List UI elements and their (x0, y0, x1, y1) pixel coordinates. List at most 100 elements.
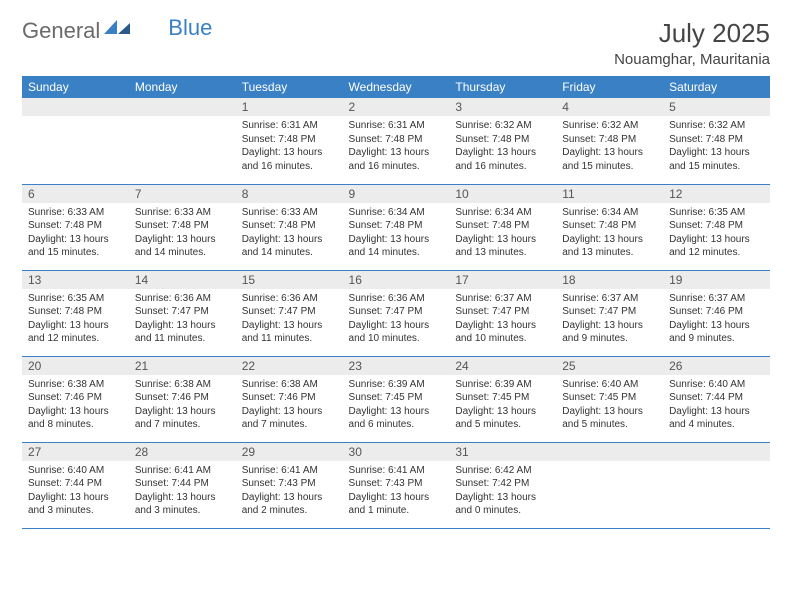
calendar-week-row: 20Sunrise: 6:38 AMSunset: 7:46 PMDayligh… (22, 356, 770, 442)
day-details: Sunrise: 6:40 AMSunset: 7:44 PMDaylight:… (22, 461, 129, 522)
day-details (556, 461, 663, 468)
day-number: 1 (236, 98, 343, 116)
calendar-day-cell: 23Sunrise: 6:39 AMSunset: 7:45 PMDayligh… (343, 356, 450, 442)
calendar-day-cell: 30Sunrise: 6:41 AMSunset: 7:43 PMDayligh… (343, 442, 450, 528)
logo-text-general: General (22, 18, 100, 44)
day-details: Sunrise: 6:37 AMSunset: 7:47 PMDaylight:… (556, 289, 663, 350)
calendar-day-cell: 29Sunrise: 6:41 AMSunset: 7:43 PMDayligh… (236, 442, 343, 528)
day-number: 23 (343, 357, 450, 375)
day-details: Sunrise: 6:41 AMSunset: 7:43 PMDaylight:… (236, 461, 343, 522)
calendar-table: SundayMondayTuesdayWednesdayThursdayFrid… (22, 76, 770, 529)
day-number: 9 (343, 185, 450, 203)
weekday-header: Saturday (663, 76, 770, 98)
calendar-day-cell: 19Sunrise: 6:37 AMSunset: 7:46 PMDayligh… (663, 270, 770, 356)
day-details: Sunrise: 6:37 AMSunset: 7:46 PMDaylight:… (663, 289, 770, 350)
day-details: Sunrise: 6:32 AMSunset: 7:48 PMDaylight:… (449, 116, 556, 177)
calendar-day-cell (663, 442, 770, 528)
calendar-week-row: 1Sunrise: 6:31 AMSunset: 7:48 PMDaylight… (22, 98, 770, 184)
day-number: 21 (129, 357, 236, 375)
calendar-day-cell (22, 98, 129, 184)
day-details: Sunrise: 6:38 AMSunset: 7:46 PMDaylight:… (22, 375, 129, 436)
calendar-day-cell: 1Sunrise: 6:31 AMSunset: 7:48 PMDaylight… (236, 98, 343, 184)
day-details: Sunrise: 6:39 AMSunset: 7:45 PMDaylight:… (449, 375, 556, 436)
calendar-day-cell: 2Sunrise: 6:31 AMSunset: 7:48 PMDaylight… (343, 98, 450, 184)
day-details: Sunrise: 6:35 AMSunset: 7:48 PMDaylight:… (663, 203, 770, 264)
calendar-day-cell: 16Sunrise: 6:36 AMSunset: 7:47 PMDayligh… (343, 270, 450, 356)
day-number: 22 (236, 357, 343, 375)
calendar-day-cell: 28Sunrise: 6:41 AMSunset: 7:44 PMDayligh… (129, 442, 236, 528)
day-details: Sunrise: 6:34 AMSunset: 7:48 PMDaylight:… (556, 203, 663, 264)
day-details: Sunrise: 6:31 AMSunset: 7:48 PMDaylight:… (236, 116, 343, 177)
day-number: 24 (449, 357, 556, 375)
day-details: Sunrise: 6:41 AMSunset: 7:43 PMDaylight:… (343, 461, 450, 522)
day-number (663, 443, 770, 461)
day-details: Sunrise: 6:40 AMSunset: 7:45 PMDaylight:… (556, 375, 663, 436)
calendar-day-cell: 7Sunrise: 6:33 AMSunset: 7:48 PMDaylight… (129, 184, 236, 270)
calendar-week-row: 6Sunrise: 6:33 AMSunset: 7:48 PMDaylight… (22, 184, 770, 270)
day-number: 19 (663, 271, 770, 289)
day-details: Sunrise: 6:38 AMSunset: 7:46 PMDaylight:… (129, 375, 236, 436)
calendar-day-cell: 27Sunrise: 6:40 AMSunset: 7:44 PMDayligh… (22, 442, 129, 528)
calendar-day-cell: 18Sunrise: 6:37 AMSunset: 7:47 PMDayligh… (556, 270, 663, 356)
day-number: 16 (343, 271, 450, 289)
calendar-day-cell: 21Sunrise: 6:38 AMSunset: 7:46 PMDayligh… (129, 356, 236, 442)
day-number (22, 98, 129, 116)
day-details (129, 116, 236, 123)
day-number: 5 (663, 98, 770, 116)
day-number: 6 (22, 185, 129, 203)
calendar-day-cell: 3Sunrise: 6:32 AMSunset: 7:48 PMDaylight… (449, 98, 556, 184)
day-number: 3 (449, 98, 556, 116)
weekday-header: Wednesday (343, 76, 450, 98)
weekday-header: Thursday (449, 76, 556, 98)
day-number: 11 (556, 185, 663, 203)
title-location: Nouamghar, Mauritania (614, 51, 770, 68)
calendar-day-cell: 10Sunrise: 6:34 AMSunset: 7:48 PMDayligh… (449, 184, 556, 270)
calendar-day-cell: 13Sunrise: 6:35 AMSunset: 7:48 PMDayligh… (22, 270, 129, 356)
calendar-day-cell: 15Sunrise: 6:36 AMSunset: 7:47 PMDayligh… (236, 270, 343, 356)
title-month: July 2025 (614, 18, 770, 49)
day-number: 20 (22, 357, 129, 375)
calendar-day-cell: 5Sunrise: 6:32 AMSunset: 7:48 PMDaylight… (663, 98, 770, 184)
day-number: 28 (129, 443, 236, 461)
day-number: 14 (129, 271, 236, 289)
calendar-day-cell: 11Sunrise: 6:34 AMSunset: 7:48 PMDayligh… (556, 184, 663, 270)
day-details: Sunrise: 6:34 AMSunset: 7:48 PMDaylight:… (449, 203, 556, 264)
day-number: 17 (449, 271, 556, 289)
day-number: 10 (449, 185, 556, 203)
day-details: Sunrise: 6:41 AMSunset: 7:44 PMDaylight:… (129, 461, 236, 522)
logo-sail-icon (104, 18, 130, 34)
calendar-day-cell: 9Sunrise: 6:34 AMSunset: 7:48 PMDaylight… (343, 184, 450, 270)
calendar-week-row: 27Sunrise: 6:40 AMSunset: 7:44 PMDayligh… (22, 442, 770, 528)
calendar-week-row: 13Sunrise: 6:35 AMSunset: 7:48 PMDayligh… (22, 270, 770, 356)
day-details: Sunrise: 6:34 AMSunset: 7:48 PMDaylight:… (343, 203, 450, 264)
calendar-body: 1Sunrise: 6:31 AMSunset: 7:48 PMDaylight… (22, 98, 770, 528)
day-details: Sunrise: 6:35 AMSunset: 7:48 PMDaylight:… (22, 289, 129, 350)
weekday-header: Sunday (22, 76, 129, 98)
day-number (556, 443, 663, 461)
calendar-day-cell: 22Sunrise: 6:38 AMSunset: 7:46 PMDayligh… (236, 356, 343, 442)
calendar-day-cell (129, 98, 236, 184)
day-details: Sunrise: 6:33 AMSunset: 7:48 PMDaylight:… (129, 203, 236, 264)
day-details: Sunrise: 6:37 AMSunset: 7:47 PMDaylight:… (449, 289, 556, 350)
calendar-day-cell: 26Sunrise: 6:40 AMSunset: 7:44 PMDayligh… (663, 356, 770, 442)
day-number: 13 (22, 271, 129, 289)
day-number: 7 (129, 185, 236, 203)
calendar-day-cell: 20Sunrise: 6:38 AMSunset: 7:46 PMDayligh… (22, 356, 129, 442)
day-details: Sunrise: 6:36 AMSunset: 7:47 PMDaylight:… (129, 289, 236, 350)
calendar-day-cell: 24Sunrise: 6:39 AMSunset: 7:45 PMDayligh… (449, 356, 556, 442)
calendar-day-cell: 31Sunrise: 6:42 AMSunset: 7:42 PMDayligh… (449, 442, 556, 528)
day-number (129, 98, 236, 116)
day-number: 26 (663, 357, 770, 375)
day-number: 4 (556, 98, 663, 116)
day-number: 25 (556, 357, 663, 375)
title-block: July 2025 Nouamghar, Mauritania (614, 18, 770, 68)
day-number: 30 (343, 443, 450, 461)
weekday-header-row: SundayMondayTuesdayWednesdayThursdayFrid… (22, 76, 770, 98)
day-number: 18 (556, 271, 663, 289)
weekday-header: Tuesday (236, 76, 343, 98)
calendar-day-cell: 14Sunrise: 6:36 AMSunset: 7:47 PMDayligh… (129, 270, 236, 356)
weekday-header: Monday (129, 76, 236, 98)
day-details: Sunrise: 6:42 AMSunset: 7:42 PMDaylight:… (449, 461, 556, 522)
header: General Blue July 2025 Nouamghar, Maurit… (22, 18, 770, 68)
calendar-day-cell: 4Sunrise: 6:32 AMSunset: 7:48 PMDaylight… (556, 98, 663, 184)
